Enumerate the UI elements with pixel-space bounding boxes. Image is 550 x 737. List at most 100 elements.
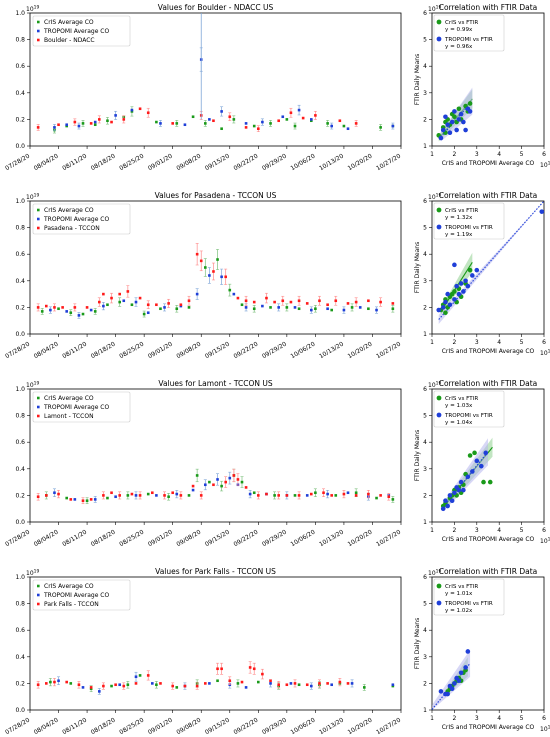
data-point xyxy=(45,682,48,685)
y-tick-label: 1 xyxy=(423,331,427,338)
x-tick-label: 09/01/20 xyxy=(147,717,174,737)
x-axis-label: CrIS and TROPOMI Average CO xyxy=(442,348,535,355)
y-tick-label: 0.4 xyxy=(15,654,25,661)
data-point xyxy=(163,494,166,497)
data-point xyxy=(301,116,305,120)
data-point xyxy=(204,483,207,487)
x-tick-label: 08/04/20 xyxy=(33,717,60,737)
data-point xyxy=(126,494,130,497)
data-point xyxy=(293,124,297,128)
legend-label: y = 1.32x xyxy=(445,215,473,221)
data-point xyxy=(467,101,473,106)
data-point xyxy=(175,492,179,496)
data-point xyxy=(53,306,56,309)
x-tick-label: 09/29/20 xyxy=(261,717,288,737)
x-tick-label: 3 xyxy=(475,339,479,346)
data-point xyxy=(326,303,329,307)
chart-title: Values for Lamont - TCCON US xyxy=(158,379,272,388)
data-point xyxy=(465,474,471,480)
data-point xyxy=(53,680,56,684)
data-point xyxy=(273,494,276,497)
legend-label: CrIS vs FTIR xyxy=(445,396,478,402)
data-point xyxy=(326,307,329,311)
data-point xyxy=(310,308,313,312)
legend-marker xyxy=(436,19,442,25)
data-point xyxy=(77,314,81,317)
y-tick-label: 0.4 xyxy=(15,278,25,285)
legend-marker xyxy=(37,584,40,588)
legend-label: y = 0.99x xyxy=(445,27,473,33)
data-point xyxy=(326,682,329,685)
y-tick-label: 2 xyxy=(423,492,427,499)
data-point xyxy=(391,684,395,688)
data-point xyxy=(354,300,358,304)
y-tick-label: 2 xyxy=(423,680,427,687)
legend-marker xyxy=(37,38,40,42)
y-tick-label: 4 xyxy=(423,439,427,446)
data-point xyxy=(65,680,68,684)
x-tick-label: 2 xyxy=(452,151,456,158)
data-point xyxy=(122,684,126,688)
plot-frame xyxy=(431,576,545,711)
data-point xyxy=(106,119,109,123)
data-point xyxy=(310,684,313,688)
data-point xyxy=(391,683,395,687)
data-point xyxy=(98,690,101,693)
data-point xyxy=(277,306,280,309)
x-tick-label: 08/04/20 xyxy=(33,341,60,361)
data-point xyxy=(57,492,60,496)
x-tick-label: 10/13/20 xyxy=(318,717,345,737)
y-tick-label: 0.2 xyxy=(15,116,25,123)
y-tick-label: 0.8 xyxy=(15,413,25,420)
legend-label: CrIS Average CO xyxy=(44,583,94,590)
legend-marker xyxy=(37,208,40,212)
x-tick-label: 10/27/20 xyxy=(375,341,402,361)
data-point xyxy=(289,111,293,115)
data-point xyxy=(265,492,268,496)
data-point xyxy=(163,306,166,309)
data-point xyxy=(114,683,117,687)
x-tick-label: 08/11/20 xyxy=(61,717,88,737)
x-tick-label: 07/28/20 xyxy=(4,341,31,361)
legend-marker xyxy=(436,207,442,213)
data-point xyxy=(183,123,187,127)
data-point xyxy=(391,307,395,311)
y-tick-label: 0.4 xyxy=(15,90,25,97)
data-point xyxy=(342,492,346,496)
y-scale-label: 1019 xyxy=(428,569,442,578)
y-tick-label: 1 xyxy=(423,519,427,526)
fit-line xyxy=(438,200,545,320)
data-point xyxy=(445,122,450,128)
scale-label: 1019 xyxy=(26,381,40,390)
legend-label: Lamont - TCCON xyxy=(44,413,94,420)
data-point xyxy=(57,679,60,683)
data-point xyxy=(175,307,179,311)
data-point xyxy=(322,491,325,495)
x-tick-label: 10/20/20 xyxy=(347,717,374,737)
data-point xyxy=(220,127,223,131)
x-tick-label: 09/08/20 xyxy=(175,153,202,173)
fit-line xyxy=(431,662,471,710)
y-tick-label: 1.0 xyxy=(15,574,25,581)
data-point xyxy=(443,691,448,697)
x-tick-label: 1 xyxy=(430,527,434,534)
data-point xyxy=(114,495,117,499)
y-tick-label: 0.0 xyxy=(15,143,25,150)
data-point xyxy=(220,667,223,671)
data-point xyxy=(204,266,207,269)
data-point xyxy=(326,492,329,496)
x-tick-label: 09/29/20 xyxy=(261,153,288,173)
data-point xyxy=(244,686,248,689)
data-point xyxy=(367,299,370,303)
data-point xyxy=(342,308,346,312)
data-point xyxy=(342,124,346,128)
data-point xyxy=(314,307,317,311)
data-point xyxy=(252,667,256,671)
data-point xyxy=(155,494,158,497)
chart-title: Correlation with FTIR Data xyxy=(439,3,538,12)
x-tick-label: 2 xyxy=(452,527,456,534)
data-point xyxy=(481,479,486,485)
legend-marker xyxy=(37,593,40,597)
data-point xyxy=(45,494,48,497)
data-point xyxy=(261,672,264,676)
